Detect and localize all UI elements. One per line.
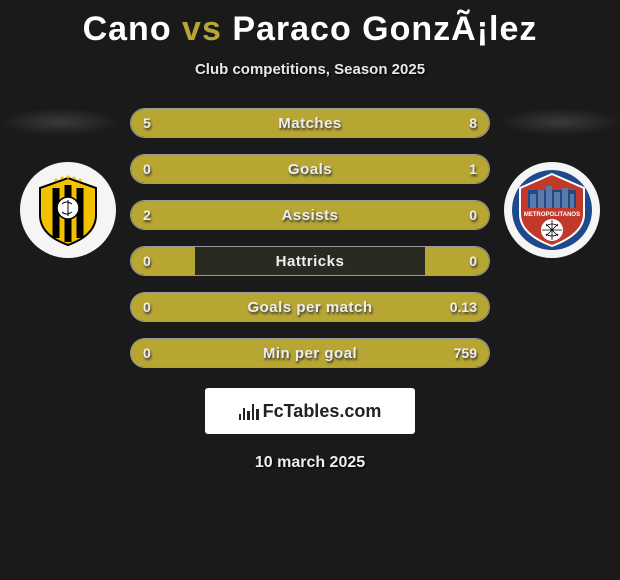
team-badge-right: METROPOLITANOS: [504, 162, 600, 258]
stat-label: Matches: [131, 115, 489, 132]
stat-row: 0Goals1: [130, 154, 490, 184]
stat-label: Goals per match: [131, 299, 489, 316]
brand-text: FcTables.com: [263, 401, 382, 422]
brand-box[interactable]: FcTables.com: [205, 388, 415, 434]
metropolitanos-crest-icon: METROPOLITANOS: [510, 168, 594, 252]
svg-text:METROPOLITANOS: METROPOLITANOS: [524, 212, 580, 218]
stat-row: 0Goals per match0.13: [130, 292, 490, 322]
page-title: Cano vs Paraco GonzÃ¡lez: [0, 0, 620, 49]
stat-label: Hattricks: [131, 253, 489, 270]
stat-row: 2Assists0: [130, 200, 490, 230]
subtitle: Club competitions, Season 2025: [0, 61, 620, 78]
stat-label: Assists: [131, 207, 489, 224]
stat-row: 0Min per goal759: [130, 338, 490, 368]
stat-value-right: 1: [469, 161, 477, 177]
stat-label: Min per goal: [131, 345, 489, 362]
tachira-crest-icon: [28, 170, 108, 250]
stat-label: Goals: [131, 161, 489, 178]
player1-name: Cano: [83, 10, 172, 48]
stat-value-right: 0.13: [450, 299, 477, 315]
vs-separator: vs: [182, 10, 222, 48]
shadow-right: [500, 108, 620, 136]
date-label: 10 march 2025: [0, 454, 620, 472]
stat-value-right: 0: [469, 253, 477, 269]
stat-row: 5Matches8: [130, 108, 490, 138]
stat-value-right: 8: [469, 115, 477, 131]
stat-value-right: 759: [454, 345, 477, 361]
stat-value-right: 0: [469, 207, 477, 223]
stat-row: 0Hattricks0: [130, 246, 490, 276]
bar-chart-icon: [239, 402, 259, 420]
team-badge-left: [20, 162, 116, 258]
player2-name: Paraco GonzÃ¡lez: [232, 10, 537, 48]
stats-list: 5Matches80Goals12Assists00Hattricks00Goa…: [130, 108, 490, 368]
comparison-panel: METROPOLITANOS 5Matches80Goals12Assists0…: [0, 108, 620, 472]
shadow-left: [0, 108, 120, 136]
